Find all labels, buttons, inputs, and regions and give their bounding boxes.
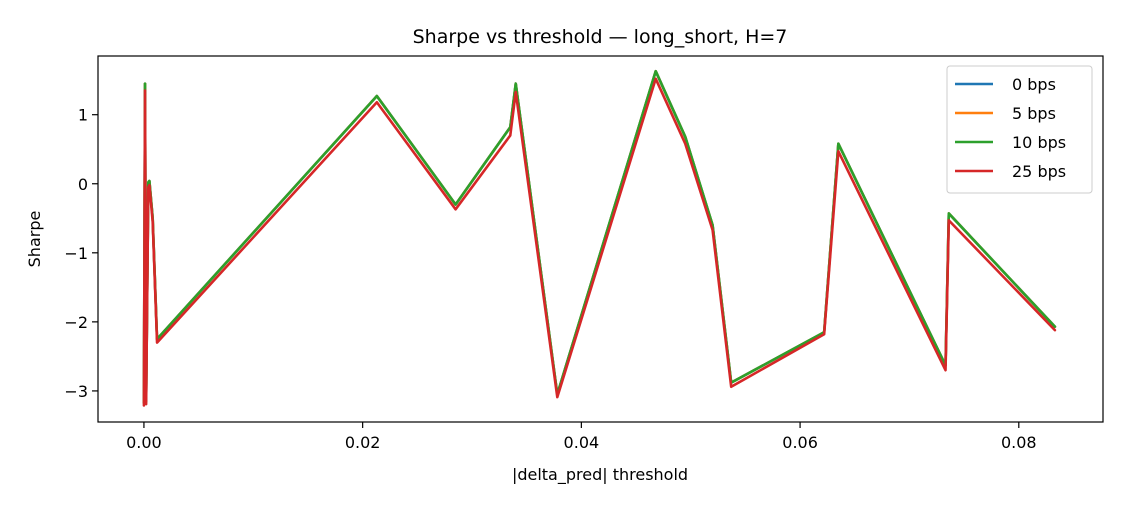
y-axis-label: Sharpe: [25, 211, 44, 268]
x-tick-label: 0.00: [126, 433, 162, 452]
x-tick-label: 0.04: [564, 433, 600, 452]
x-axis: 0.00 0.02 0.04 0.06 0.08: [126, 422, 1037, 452]
series-lines: [142, 69, 1057, 407]
y-tick-label: 0: [78, 175, 88, 194]
x-tick-label: 0.06: [782, 433, 818, 452]
legend-label: 25 bps: [1012, 162, 1066, 181]
y-tick-label: −1: [64, 244, 88, 263]
series-line-1: [142, 69, 1057, 404]
legend-items: 0 bps 5 bps 10 bps 25 bps: [955, 75, 1066, 181]
series-line-3: [142, 77, 1057, 407]
plot-area-frame: [97, 55, 1104, 423]
legend-label: 5 bps: [1012, 104, 1056, 123]
legend: 0 bps 5 bps 10 bps 25 bps: [946, 65, 1093, 194]
legend-box: [946, 65, 1093, 194]
x-tick-label: 0.08: [1001, 433, 1037, 452]
legend-label: 0 bps: [1012, 75, 1056, 94]
chart-title: Sharpe vs threshold — long_short, H=7: [413, 26, 788, 48]
x-tick-label: 0.02: [345, 433, 381, 452]
legend-label: 10 bps: [1012, 133, 1066, 152]
x-axis-label: |delta_pred| threshold: [512, 465, 688, 485]
y-tick-label: −2: [64, 313, 88, 332]
y-tick-label: −3: [64, 382, 88, 401]
series-line-2: [142, 69, 1057, 404]
y-axis: −3 −2 −1 0 1: [64, 106, 98, 401]
y-tick-label: 1: [78, 106, 88, 125]
series-line-0: [142, 69, 1057, 404]
